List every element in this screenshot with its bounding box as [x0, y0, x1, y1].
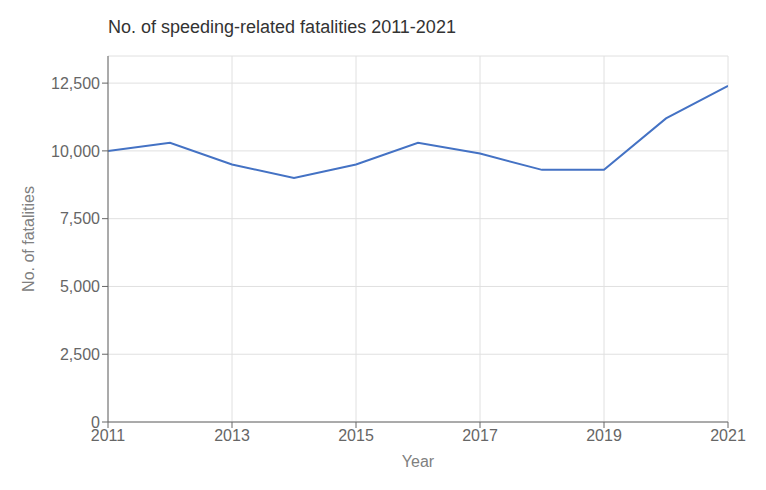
svg-text:2015: 2015: [338, 427, 374, 444]
svg-text:Year: Year: [402, 453, 435, 470]
svg-text:2011: 2011: [90, 427, 126, 445]
svg-text:7,500: 7,500: [60, 210, 100, 227]
svg-text:10,000: 10,000: [51, 143, 100, 160]
svg-text:2021: 2021: [710, 427, 746, 444]
svg-text:2013: 2013: [214, 427, 250, 444]
svg-text:12,500: 12,500: [51, 75, 100, 92]
svg-text:5,000: 5,000: [60, 278, 100, 295]
svg-text:2019: 2019: [586, 427, 622, 444]
svg-text:No. of fatalities: No. of fatalities: [20, 186, 37, 292]
html-text:No. of speeding-related fatali: No. of speeding-related fatalities 2011-…: [108, 17, 456, 37]
svg-text:0: 0: [91, 414, 100, 431]
svg-text:2,500: 2,500: [60, 346, 100, 363]
svg-text:2017: 2017: [462, 427, 498, 444]
